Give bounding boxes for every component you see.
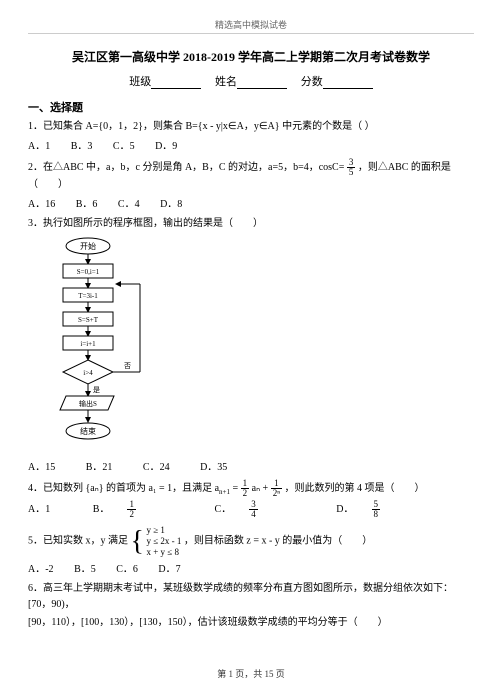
q5-opts: A．-2 B．5 C．6 D．7 [28, 560, 474, 575]
q2: 2．在△ABC 中，a，b，c 分别是角 A，B，C 的对边，a=5，b=4，c… [28, 158, 474, 193]
header-top: 精选高中模拟试卷 [28, 18, 474, 34]
q3-opts: A．15 B．21 C．24 D．35 [28, 458, 474, 473]
svg-text:是: 是 [93, 386, 100, 394]
name-label: 姓名 [215, 76, 237, 88]
q5-c: C．6 [116, 564, 138, 575]
name-blank[interactable] [237, 77, 287, 89]
svg-text:结束: 结束 [80, 426, 96, 436]
score-label: 分数 [301, 76, 323, 88]
q3-d: D．35 [200, 462, 227, 473]
fill-row: 班级 姓名 分数 [28, 73, 474, 89]
q3-a: A．15 [28, 462, 55, 473]
section-heading: 一、选择题 [28, 99, 474, 115]
svg-text:输出S: 输出S [79, 399, 97, 408]
q5: 5．已知实数 x，y 满足 { y ≥ 1 y ≤ 2x - 1 x + y ≤… [28, 525, 474, 557]
q1-text: 1．已知集合 A={0，1，2}，则集合 B={x - y|x∈A，y∈A} 中… [28, 121, 362, 132]
q3: 3．执行如图所示的程序框图，输出的结果是（ ） [28, 216, 474, 232]
flowchart: 开始 S=0,i=1 T=3i-1 S=S+T i=i+1 i>4 否 [48, 236, 474, 454]
q1-tail: ） [365, 121, 375, 132]
q6-l1: 6．高三年上学期期末考试中，某班级数学成绩的频率分布直方图如图所示，数据分组依次… [28, 581, 474, 613]
svg-text:i=i+1: i=i+1 [80, 340, 96, 348]
svg-text:i>4: i>4 [83, 369, 93, 377]
svg-text:否: 否 [124, 362, 131, 370]
svg-text:T=3i-1: T=3i-1 [78, 292, 98, 300]
q3-c: C．24 [143, 462, 170, 473]
q6-l2: [90，110），[100，130），[130，150），估计该班级数学成绩的平… [28, 615, 474, 631]
q1-d: D．9 [155, 141, 177, 152]
q5-a: A．-2 [28, 564, 54, 575]
q1-opts: A．1 B．3 C．5 D．9 [28, 137, 474, 152]
q3-b: B．21 [86, 462, 113, 473]
page-footer: 第 1 页，共 15 页 [0, 667, 502, 680]
q2-text-a: 2．在△ABC 中，a，b，c 分别是角 A，B，C 的对边，a=5，b=4，c… [28, 162, 344, 173]
q2-b: B．6 [76, 199, 98, 210]
q4-a: 4．已知数列 {aₙ} 的首项为 a₁ = 1，且满足 a [28, 483, 219, 494]
q4-opt-c: C．34 [215, 500, 294, 519]
q4-opt-a: A．1 [28, 500, 50, 519]
flowchart-svg: 开始 S=0,i=1 T=3i-1 S=S+T i=i+1 i>4 否 [48, 236, 158, 454]
q1-c: C．5 [113, 141, 135, 152]
svg-text:S=S+T: S=S+T [78, 316, 99, 324]
q4: 4．已知数列 {aₙ} 的首项为 a₁ = 1，且满足 an+1 = 12 aₙ… [28, 479, 474, 498]
q5-b: B．5 [74, 564, 96, 575]
q1-b: B．3 [71, 141, 93, 152]
svg-text:S=0,i=1: S=0,i=1 [77, 268, 100, 276]
q1: 1．已知集合 A={0，1，2}，则集合 B={x - y|x∈A，y∈A} 中… [28, 119, 474, 135]
exam-title: 吴江区第一高级中学 2018-2019 学年高二上学期第二次月考试卷数学 [28, 48, 474, 65]
q2-frac: 35 [347, 158, 356, 177]
q4-opt-b: B．12 [93, 500, 172, 519]
q2-c: C．4 [118, 199, 140, 210]
q2-opts: A．16 B．6 C．4 D．8 [28, 195, 474, 210]
score-blank[interactable] [323, 77, 373, 89]
svg-text:开始: 开始 [80, 241, 96, 251]
class-blank[interactable] [151, 77, 201, 89]
q2-d: D．8 [160, 199, 182, 210]
class-label: 班级 [129, 76, 151, 88]
q4-opt-d: D．58 [336, 500, 416, 519]
q4-opts: A．1 B．12 C．34 D．58 [28, 500, 474, 519]
q2-a: A．16 [28, 199, 55, 210]
q1-a: A．1 [28, 141, 50, 152]
q5-d: D．7 [158, 564, 180, 575]
